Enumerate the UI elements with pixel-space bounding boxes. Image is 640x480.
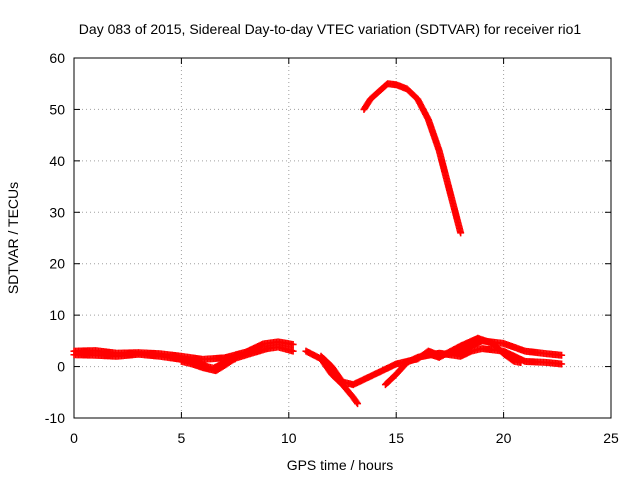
y-tick-label: 60: [49, 50, 65, 66]
y-tick-label: 30: [49, 204, 65, 220]
x-tick-label: 5: [178, 430, 186, 446]
series-sat-g: [424, 334, 525, 366]
grid-lines: [74, 58, 611, 418]
y-axis-label: SDTVAR / TECUs: [5, 182, 21, 294]
data-point: [558, 360, 566, 368]
y-tick-label: 20: [49, 256, 65, 272]
y-tick-label: 0: [57, 359, 65, 375]
x-tick-label: 10: [281, 430, 297, 446]
y-tick-label: -10: [45, 410, 65, 426]
data-point: [289, 340, 297, 348]
x-tick-label: 20: [496, 430, 512, 446]
data-point: [457, 229, 465, 237]
axis-ticks: 0 5 10 15 20 25 -10 0 10 20 30 40 50 60: [45, 50, 619, 446]
plot-frame: [73, 57, 612, 419]
data-point: [353, 398, 361, 406]
series-sat-c: [177, 343, 297, 375]
y-tick-label: 50: [49, 101, 65, 117]
x-tick-label: 25: [603, 430, 619, 446]
chart-title: Day 083 of 2015, Sidereal Day-to-day VTE…: [79, 21, 582, 37]
series-sat-h: [360, 80, 465, 237]
data-series: [70, 80, 566, 408]
x-tick-label: 0: [70, 430, 78, 446]
data-point: [517, 358, 525, 366]
data-point: [289, 347, 297, 355]
series-sat-d: [302, 347, 362, 408]
x-axis-label: GPS time / hours: [287, 457, 394, 473]
data-point: [354, 400, 362, 408]
y-tick-label: 40: [49, 153, 65, 169]
y-tick-label: 10: [49, 307, 65, 323]
data-point: [558, 351, 566, 359]
x-tick-label: 15: [388, 430, 404, 446]
